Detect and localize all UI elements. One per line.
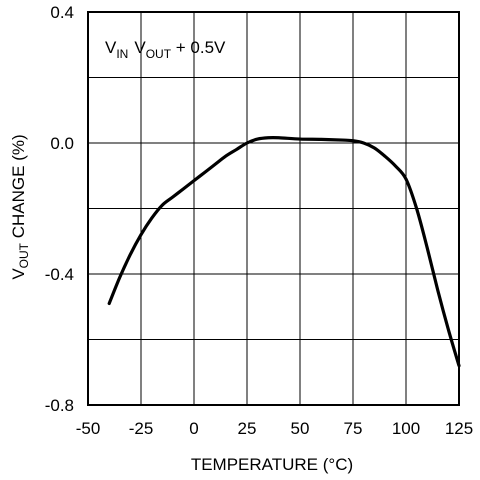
x-axis-label: TEMPERATURE (°C) — [191, 455, 353, 474]
annotation-sub-out: OUT — [146, 47, 172, 61]
y-tick-label: -0.4 — [45, 265, 74, 284]
x-tick-labels: -50 -25 0 25 50 75 100 125 — [76, 419, 473, 438]
y-tick-label: -0.8 — [45, 396, 74, 415]
plot-line-group — [107, 135, 461, 368]
x-tick-label: 75 — [344, 419, 363, 438]
x-tick-label: 100 — [392, 419, 420, 438]
series-line-0 — [107, 135, 461, 368]
y-axis-label-rest: CHANGE (%) — [9, 134, 28, 243]
x-tick-label: -25 — [129, 419, 154, 438]
y-tick-label: 0.0 — [50, 134, 74, 153]
grid — [87, 11, 460, 406]
y-tick-label: 0.4 — [50, 3, 74, 22]
y-axis-label: VOUT CHANGE (%) — [9, 134, 31, 279]
y-axis-label-sub: OUT — [17, 242, 31, 268]
x-tick-label: 125 — [445, 419, 473, 438]
plot-frame — [87, 11, 460, 406]
x-tick-label: -50 — [76, 419, 101, 438]
y-tick-labels: -0.8 -0.4 0.0 0.4 — [45, 3, 74, 415]
y-axis-label-base: V — [9, 268, 28, 280]
annotation-rest: + 0.5V — [171, 38, 226, 57]
x-tick-label: 50 — [291, 419, 310, 438]
x-tick-label: 25 — [238, 419, 257, 438]
x-tick-label: 0 — [189, 419, 198, 438]
annotation-v-out: V — [134, 38, 146, 57]
condition-annotation: VIN VOUT + 0.5V — [105, 38, 226, 61]
annotation-sub-in: IN — [116, 47, 128, 61]
annotation-v-in: V — [105, 38, 117, 57]
